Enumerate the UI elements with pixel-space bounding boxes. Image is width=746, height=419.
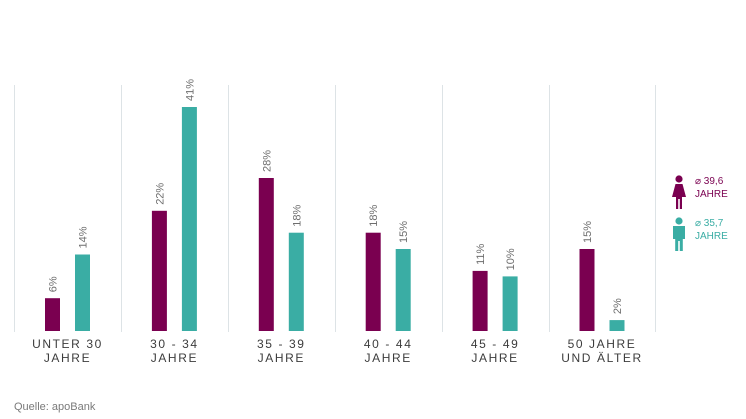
legend-male-unit: JAHRE <box>695 231 728 242</box>
value-label: 6% <box>48 276 60 292</box>
category-label: 30 - 34 <box>150 337 199 351</box>
value-label: 15% <box>582 221 594 243</box>
value-label: 41% <box>184 79 196 101</box>
value-label: 28% <box>261 150 273 172</box>
legend-male-avg: ⌀ 35,7 <box>695 218 724 229</box>
bar-series1-2 <box>258 178 274 331</box>
bar-series2-2 <box>288 232 304 331</box>
value-label: 22% <box>154 183 166 205</box>
category-label: 40 - 44 <box>364 337 413 351</box>
category-label: 50 JAHRE <box>568 337 637 351</box>
bar-series2-5 <box>609 320 625 331</box>
legend-female-unit: JAHRE <box>695 189 728 200</box>
bar-series1-3 <box>365 232 381 331</box>
category-label: JAHRE <box>258 351 305 365</box>
bar-series1-1 <box>151 210 167 331</box>
value-label: 2% <box>612 298 624 314</box>
female-icon <box>672 175 686 209</box>
value-label: 18% <box>368 204 380 226</box>
value-label: 11% <box>475 243 487 264</box>
bar-series2-1 <box>181 107 197 331</box>
category-label: UNTER 30 <box>32 337 103 351</box>
bar-series2-4 <box>502 276 518 331</box>
value-label: 15% <box>398 221 410 243</box>
legend-male: ⌀ 35,7 JAHRE <box>668 217 728 253</box>
bar-series1-5 <box>579 249 595 331</box>
source-note: Quelle: apoBank <box>14 401 96 413</box>
value-label: 18% <box>291 204 303 226</box>
bar-series1-4 <box>472 270 488 331</box>
category-label: 35 - 39 <box>257 337 306 351</box>
category-label: JAHRE <box>151 351 198 365</box>
bar-series1-0 <box>45 298 60 331</box>
legend-female: ⌀ 39,6 JAHRE <box>668 175 728 211</box>
category-label: 45 - 49 <box>471 337 520 351</box>
value-label: 10% <box>505 248 517 270</box>
bar-series2-0 <box>75 254 90 331</box>
bar-series2-3 <box>395 249 411 331</box>
category-label: UND ÄLTER <box>561 351 643 365</box>
category-label: JAHRE <box>44 351 91 365</box>
category-label: JAHRE <box>471 351 518 365</box>
value-label: 14% <box>78 226 90 248</box>
male-icon <box>673 217 685 251</box>
legend-female-avg: ⌀ 39,6 <box>695 176 724 187</box>
category-label: JAHRE <box>365 351 412 365</box>
